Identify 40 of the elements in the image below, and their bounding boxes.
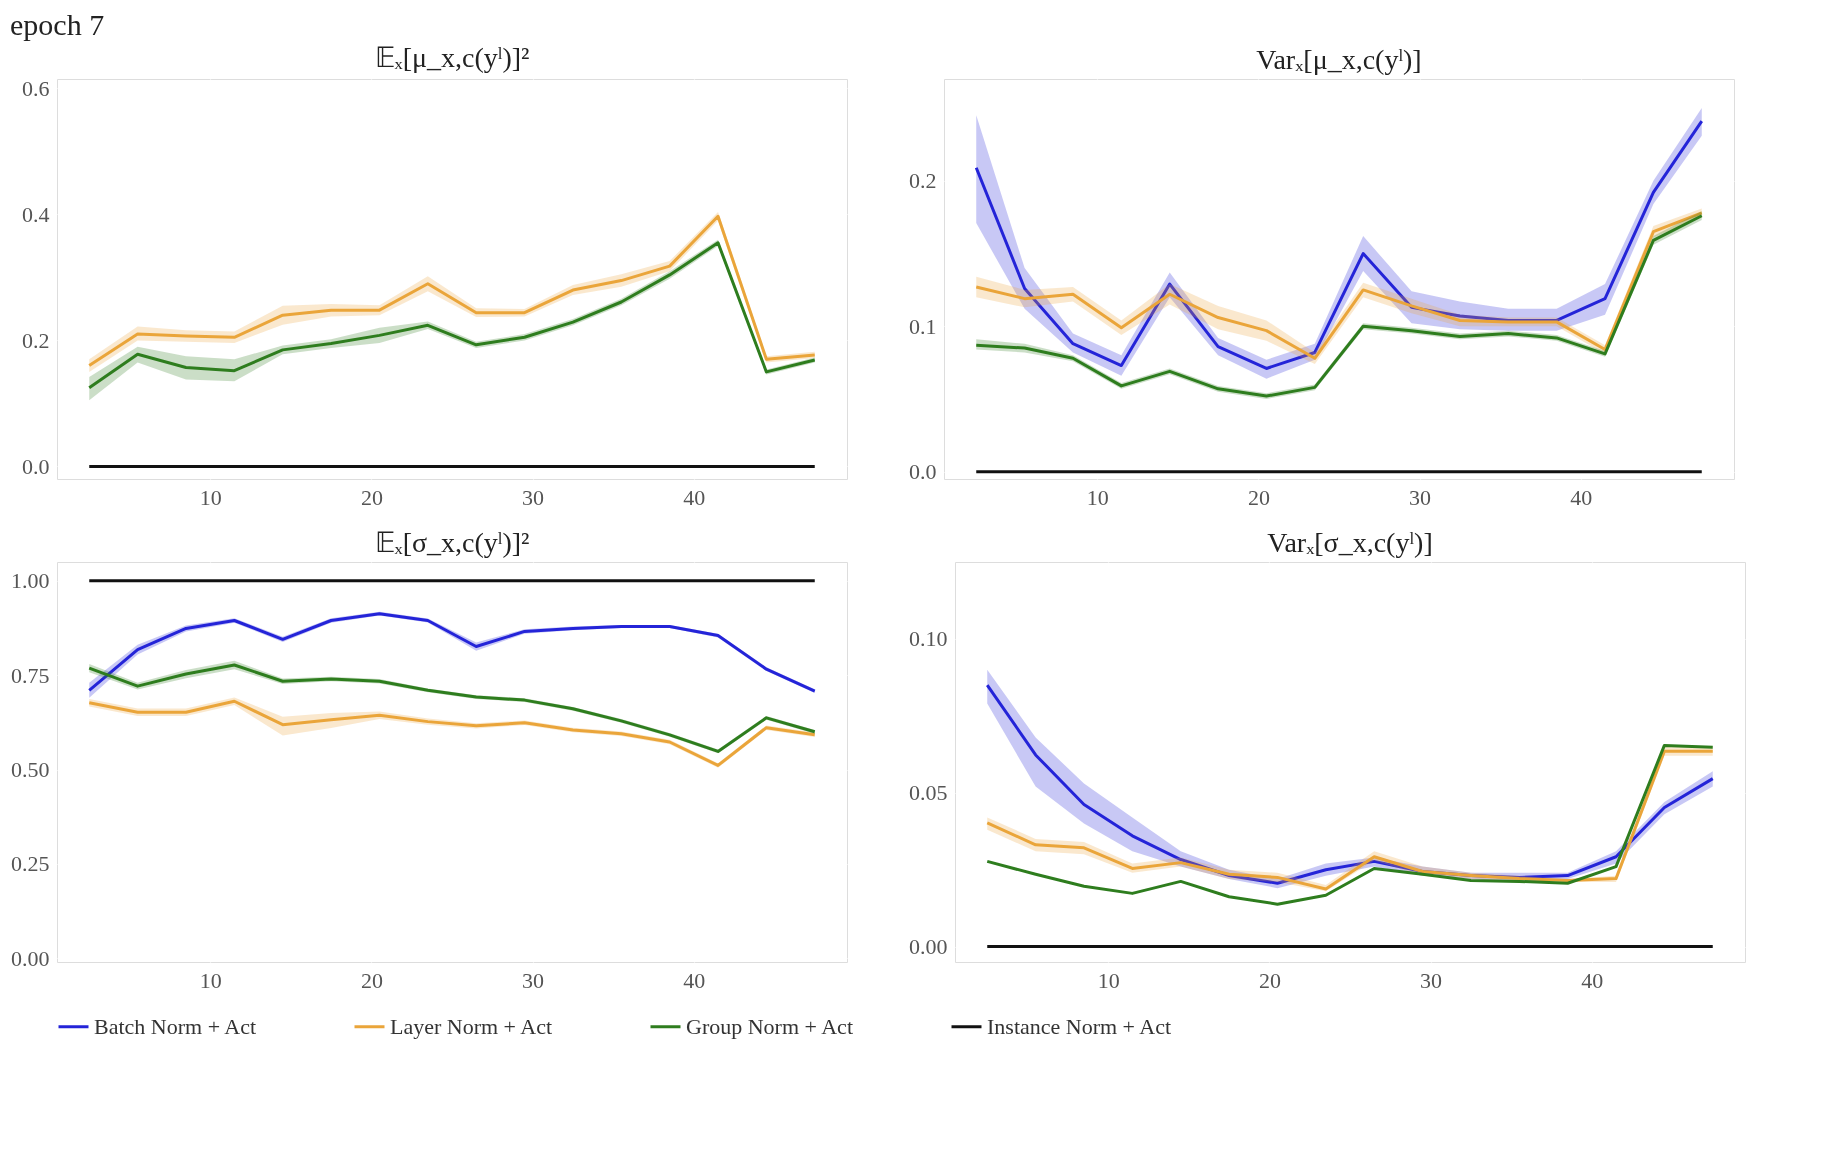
y-tick-label: 0.00	[11, 945, 50, 971]
legend-label: Layer Norm + Act	[390, 1013, 553, 1039]
chart-title: Varₓ[μ_x,c(yˡ)]	[1256, 44, 1422, 75]
y-tick-label: 0.75	[11, 662, 50, 688]
y-tick-label: 0.00	[909, 934, 948, 960]
chart-title: Varₓ[σ_x,c(yˡ)]	[1267, 527, 1433, 558]
x-tick-label: 30	[1409, 484, 1432, 510]
y-tick-label: 0.2	[22, 327, 50, 353]
x-tick-label: 30	[522, 484, 545, 510]
x-tick-label: 40	[1581, 967, 1604, 993]
chart-title: 𝔼ₓ[σ_x,c(yˡ)]²	[374, 527, 530, 558]
x-tick-label: 10	[1086, 484, 1109, 510]
text: epoch 7	[10, 7, 105, 41]
x-tick-label: 10	[199, 967, 222, 993]
y-tick-label: 0.6	[22, 75, 50, 101]
x-tick-label: 30	[1420, 967, 1443, 993]
x-tick-label: 10	[199, 484, 222, 510]
legend-label: Instance Norm + Act	[987, 1013, 1172, 1039]
legend-label: Batch Norm + Act	[94, 1013, 257, 1039]
y-tick-label: 0.1	[909, 313, 937, 339]
y-tick-label: 1.00	[11, 568, 50, 594]
y-tick-label: 0.50	[11, 757, 50, 783]
y-tick-label: 0.10	[909, 626, 948, 652]
x-tick-label: 10	[1097, 967, 1120, 993]
x-tick-label: 40	[1570, 484, 1593, 510]
y-tick-label: 0.2	[909, 168, 937, 194]
legend-label: Group Norm + Act	[686, 1013, 853, 1039]
chart-title: 𝔼ₓ[μ_x,c(yˡ)]²	[374, 42, 530, 74]
x-tick-label: 20	[360, 484, 383, 510]
x-tick-label: 40	[683, 484, 706, 510]
y-tick-label: 0.0	[909, 459, 937, 485]
x-tick-label: 20	[360, 967, 383, 993]
y-tick-label: 0.0	[22, 453, 50, 479]
y-tick-label: 0.4	[22, 201, 50, 227]
y-tick-label: 0.05	[909, 780, 948, 806]
x-tick-label: 20	[1258, 967, 1281, 993]
y-tick-label: 0.25	[11, 851, 50, 877]
x-tick-label: 40	[683, 967, 706, 993]
x-tick-label: 20	[1247, 484, 1270, 510]
x-tick-label: 30	[522, 967, 545, 993]
